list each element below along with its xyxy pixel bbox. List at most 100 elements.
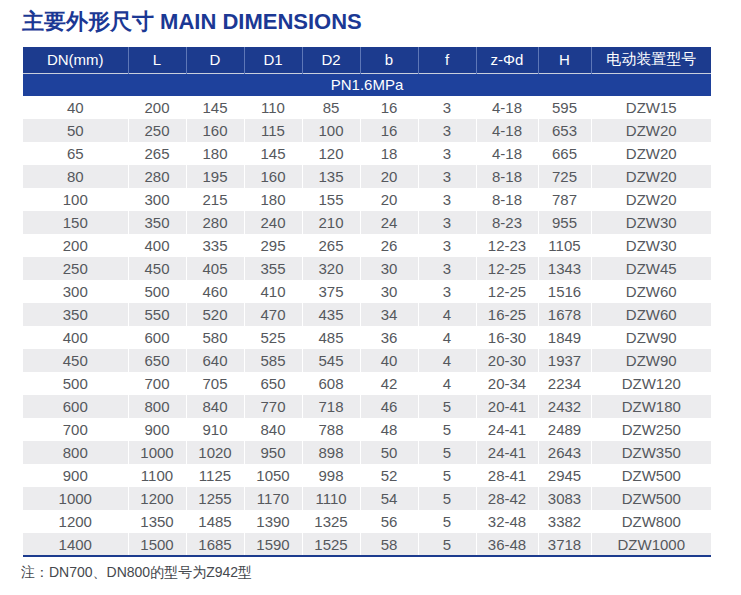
- table-cell: DZW20: [591, 142, 711, 165]
- table-cell: DZW30: [591, 234, 711, 257]
- table-cell: 3382: [538, 510, 591, 533]
- table-cell: 1105: [538, 234, 591, 257]
- pressure-group-label: PN1.6MPa: [23, 73, 711, 96]
- table-cell: 640: [186, 349, 244, 372]
- table-cell: 1000: [128, 441, 186, 464]
- footnote: 注：DN700、DN800的型号为Z942型: [21, 564, 741, 582]
- table-cell: 500: [128, 280, 186, 303]
- table-cell: 485: [302, 326, 360, 349]
- table-cell: 85: [302, 96, 360, 119]
- table-cell: 955: [538, 211, 591, 234]
- table-cell: 8-18: [476, 165, 538, 188]
- table-cell: 1937: [538, 349, 591, 372]
- table-cell: DZW500: [591, 464, 711, 487]
- table-cell: 16-25: [476, 303, 538, 326]
- table-cell: 28-42: [476, 487, 538, 510]
- table-cell: 1325: [302, 510, 360, 533]
- table-cell: 12-25: [476, 257, 538, 280]
- table-cell: 36-48: [476, 533, 538, 556]
- table-row: 90011001125105099852528-412945DZW500: [23, 464, 711, 487]
- table-cell: 665: [538, 142, 591, 165]
- table-cell: 700: [23, 418, 128, 441]
- table-cell: 3: [418, 188, 476, 211]
- table-cell: 155: [302, 188, 360, 211]
- table-cell: DZW15: [591, 96, 711, 119]
- table-cell: 65: [23, 142, 128, 165]
- table-cell: 460: [186, 280, 244, 303]
- table-row: 1200135014851390132556532-483382DZW800: [23, 510, 711, 533]
- table-cell: 4-18: [476, 96, 538, 119]
- table-cell: 800: [23, 441, 128, 464]
- table-cell: 3: [418, 234, 476, 257]
- table-cell: DZW120: [591, 372, 711, 395]
- column-header: f: [418, 47, 476, 73]
- table-cell: DZW20: [591, 119, 711, 142]
- table-cell: 450: [23, 349, 128, 372]
- table-cell: 120: [302, 142, 360, 165]
- column-header: D2: [302, 47, 360, 73]
- table-cell: 1516: [538, 280, 591, 303]
- table-cell: 20-41: [476, 395, 538, 418]
- table-cell: 335: [186, 234, 244, 257]
- table-cell: 115: [244, 119, 302, 142]
- table-cell: 1020: [186, 441, 244, 464]
- table-cell: 1350: [128, 510, 186, 533]
- table-cell: 600: [128, 326, 186, 349]
- table-cell: 910: [186, 418, 244, 441]
- table-cell: 16: [360, 119, 418, 142]
- table-cell: 24: [360, 211, 418, 234]
- table-cell: 5: [418, 510, 476, 533]
- table-cell: 998: [302, 464, 360, 487]
- column-header: D: [186, 47, 244, 73]
- table-cell: DZW90: [591, 349, 711, 372]
- dimensions-table: DN(mm)LDD1D2bfz-ΦdH电动装置型号 PN1.6MPa 40200…: [23, 47, 711, 557]
- page-title: 主要外形尺寸 MAIN DIMENSIONS: [22, 7, 741, 37]
- table-cell: 80: [23, 165, 128, 188]
- table-cell: 4: [418, 303, 476, 326]
- table-cell: 1400: [23, 533, 128, 556]
- table-cell: DZW250: [591, 418, 711, 441]
- table-cell: 608: [302, 372, 360, 395]
- table-cell: 1170: [244, 487, 302, 510]
- table-cell: 32-48: [476, 510, 538, 533]
- table-cell: 3: [418, 165, 476, 188]
- table-cell: 295: [244, 234, 302, 257]
- table-cell: 1849: [538, 326, 591, 349]
- table-cell: 240: [244, 211, 302, 234]
- table-cell: 400: [128, 234, 186, 257]
- column-header: b: [360, 47, 418, 73]
- table-cell: 3: [418, 96, 476, 119]
- column-header: 电动装置型号: [591, 47, 711, 73]
- table-cell: 16-30: [476, 326, 538, 349]
- table-cell: 12-25: [476, 280, 538, 303]
- table-cell: 320: [302, 257, 360, 280]
- table-cell: 650: [244, 372, 302, 395]
- table-cell: 46: [360, 395, 418, 418]
- table-cell: 36: [360, 326, 418, 349]
- table-cell: 1590: [244, 533, 302, 556]
- table-cell: 280: [128, 165, 186, 188]
- table-cell: 4-18: [476, 119, 538, 142]
- table-cell: 355: [244, 257, 302, 280]
- table-cell: 787: [538, 188, 591, 211]
- table-cell: 653: [538, 119, 591, 142]
- table-cell: 2489: [538, 418, 591, 441]
- table-cell: 110: [244, 96, 302, 119]
- table-cell: 1125: [186, 464, 244, 487]
- table-cell: 4: [418, 326, 476, 349]
- table-cell: 800: [128, 395, 186, 418]
- table-row: 1000120012551170111054528-423083DZW500: [23, 487, 711, 510]
- table-cell: 600: [23, 395, 128, 418]
- table-cell: 4: [418, 372, 476, 395]
- table-cell: 5: [418, 395, 476, 418]
- table-cell: 28-41: [476, 464, 538, 487]
- table-cell: 700: [128, 372, 186, 395]
- table-cell: 56: [360, 510, 418, 533]
- table-cell: 470: [244, 303, 302, 326]
- table-cell: 250: [23, 257, 128, 280]
- table-cell: 585: [244, 349, 302, 372]
- table-cell: 898: [302, 441, 360, 464]
- column-header: z-Φd: [476, 47, 538, 73]
- table-row: 1503502802402102438-23955DZW30: [23, 211, 711, 234]
- table-cell: 525: [244, 326, 302, 349]
